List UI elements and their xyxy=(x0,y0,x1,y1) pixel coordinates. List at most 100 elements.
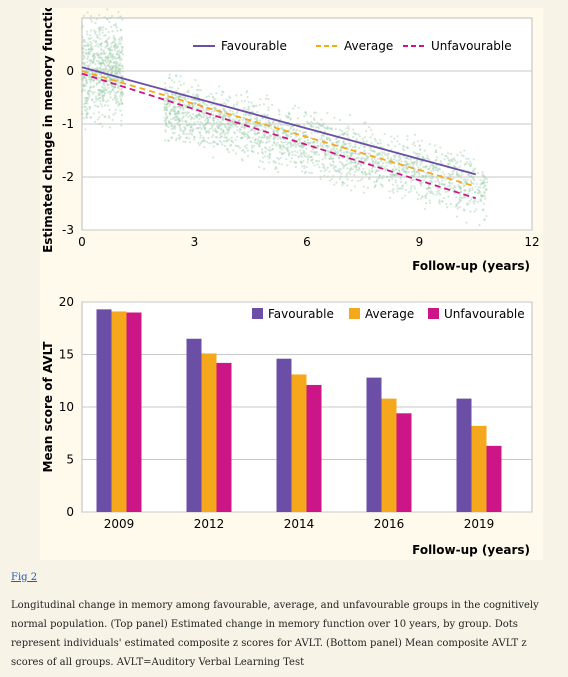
scatter-point xyxy=(313,152,316,155)
scatter-point xyxy=(108,20,111,24)
scatter-point xyxy=(391,174,394,177)
scatter-point xyxy=(455,215,459,218)
scatter-point xyxy=(113,48,116,52)
scatter-point xyxy=(121,75,125,78)
scatter-point xyxy=(406,146,409,150)
scatter-point xyxy=(373,150,376,153)
scatter-point xyxy=(225,139,228,143)
scatter-point xyxy=(305,120,309,123)
scatter-point xyxy=(190,86,194,89)
scatter-point xyxy=(213,140,216,144)
scatter-point xyxy=(121,94,124,98)
scatter-point xyxy=(86,64,89,67)
scatter-point xyxy=(183,97,187,100)
scatter-point xyxy=(108,49,111,52)
scatter-point xyxy=(213,122,216,125)
scatter-point xyxy=(334,165,338,168)
scatter-point xyxy=(282,145,285,148)
scatter-point xyxy=(434,180,437,183)
scatter-point xyxy=(218,113,221,117)
scatter-point xyxy=(255,117,259,120)
scatter-point xyxy=(197,84,200,87)
scatter-point xyxy=(268,137,271,140)
scatter-point xyxy=(293,142,296,145)
scatter-point xyxy=(221,118,224,121)
scatter-point xyxy=(84,69,87,72)
scatter-point xyxy=(243,130,246,134)
scatter-point xyxy=(244,121,247,125)
scatter-point xyxy=(104,34,107,37)
scatter-point xyxy=(264,97,268,100)
scatter-point xyxy=(457,173,460,176)
scatter-point xyxy=(419,148,422,151)
scatter-point xyxy=(84,52,88,55)
scatter-point xyxy=(92,39,95,42)
x-tick-label: 12 xyxy=(524,235,539,249)
scatter-point xyxy=(286,116,289,119)
scatter-point xyxy=(87,93,90,96)
scatter-point xyxy=(415,160,419,163)
scatter-point xyxy=(198,123,201,126)
scatter-point xyxy=(83,39,86,42)
scatter-point xyxy=(473,202,476,205)
scatter-point xyxy=(453,164,456,168)
scatter-point xyxy=(369,128,373,131)
scatter-point xyxy=(358,167,361,171)
legend-label: Favourable xyxy=(268,307,334,321)
scatter-point xyxy=(449,152,453,155)
scatter-point xyxy=(269,149,272,152)
scatter-point xyxy=(253,122,256,125)
scatter-point xyxy=(189,114,192,117)
scatter-point xyxy=(484,176,487,180)
scatter-point xyxy=(169,121,173,124)
scatter-point xyxy=(246,89,249,93)
figure-link[interactable]: Fig 2 xyxy=(11,572,38,583)
scatter-point xyxy=(109,68,112,72)
scatter-point xyxy=(168,112,172,115)
scatter-point xyxy=(199,89,203,92)
scatter-point xyxy=(101,105,104,108)
scatter-point xyxy=(175,90,178,93)
scatter-point xyxy=(165,99,168,102)
scatter-point xyxy=(419,148,422,151)
scatter-point xyxy=(429,191,432,195)
scatter-point xyxy=(450,158,453,161)
scatter-point xyxy=(107,58,110,61)
scatter-point xyxy=(81,47,85,50)
scatter-point xyxy=(119,109,122,112)
scatter-point xyxy=(338,118,341,122)
scatter-point xyxy=(95,59,98,63)
scatter-point xyxy=(108,36,111,39)
scatter-point xyxy=(110,15,114,18)
scatter-point xyxy=(331,174,335,178)
scatter-point xyxy=(177,110,180,113)
scatter-point xyxy=(316,121,319,124)
scatter-point xyxy=(393,173,396,177)
scatter-point xyxy=(247,135,250,139)
scatter-point xyxy=(182,116,185,119)
scatter-point xyxy=(173,109,176,112)
scatter-point xyxy=(98,79,102,82)
scatter-point xyxy=(357,179,360,183)
scatter-point xyxy=(270,127,273,130)
scatter-point xyxy=(407,157,410,160)
scatter-point xyxy=(266,155,269,158)
scatter-point xyxy=(167,139,170,142)
scatter-point xyxy=(413,162,416,165)
scatter-point xyxy=(320,118,323,121)
scatter-point xyxy=(277,158,280,161)
scatter-point xyxy=(268,135,271,138)
scatter-point xyxy=(212,129,215,132)
scatter-point xyxy=(347,157,350,160)
scatter-point xyxy=(368,152,371,155)
scatter-point xyxy=(295,161,298,164)
scatter-point xyxy=(187,104,191,107)
scatter-point xyxy=(345,159,349,162)
scatter-point xyxy=(264,141,268,144)
scatter-point xyxy=(410,184,413,188)
scatter-point xyxy=(87,75,90,78)
scatter-point xyxy=(115,47,118,50)
scatter-point xyxy=(110,45,113,48)
scatter-point xyxy=(422,178,425,182)
scatter-point xyxy=(340,161,343,164)
